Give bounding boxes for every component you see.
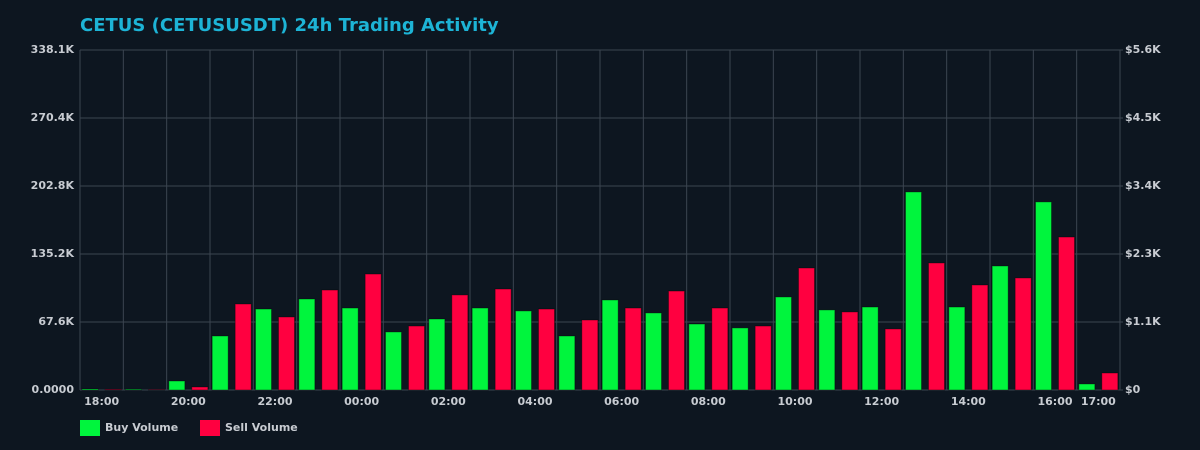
bar [428, 318, 446, 391]
legend-label: Sell Volume [225, 421, 298, 434]
bar [928, 262, 945, 391]
bar [711, 307, 729, 391]
bar [1035, 201, 1052, 391]
x-tick-label: 20:00 [171, 395, 206, 408]
y-tick-label: 202.8K [31, 179, 75, 192]
bar [234, 303, 252, 391]
bar [754, 325, 772, 391]
y2-tick-label: $5.6K [1125, 43, 1161, 56]
bar [1078, 383, 1096, 391]
bar [581, 319, 599, 391]
bar [125, 388, 142, 391]
x-tick-label: 16:00 [1037, 395, 1072, 408]
bar [255, 308, 272, 391]
bar [104, 388, 122, 391]
y2-tick-label: $2.3K [1125, 247, 1161, 260]
x-tick-label: 22:00 [257, 395, 292, 408]
bar [645, 312, 662, 391]
bar [905, 191, 922, 391]
x-tick-label: 14:00 [951, 395, 986, 408]
chart-title: CETUS (CETUSUSDT) 24h Trading Activity [80, 15, 499, 36]
bar [278, 316, 295, 391]
bar [471, 307, 489, 391]
x-tick-label: 02:00 [431, 395, 466, 408]
bar [624, 307, 642, 391]
bar [191, 386, 209, 391]
y-tick-label: 0.0000 [32, 383, 75, 396]
y-tick-label: 135.2K [31, 247, 75, 260]
bar [668, 290, 685, 391]
bar [731, 327, 749, 391]
y-tick-label: 67.6K [38, 315, 74, 328]
bar [494, 288, 512, 391]
x-tick-label: 17:00 [1081, 395, 1116, 408]
bar [948, 306, 966, 391]
bar [538, 308, 555, 391]
bar [1101, 372, 1119, 391]
bar [451, 294, 469, 391]
bar [364, 273, 382, 391]
bar [688, 323, 706, 391]
legend-label: Buy Volume [105, 421, 178, 434]
bar [991, 265, 1009, 391]
bar [818, 309, 836, 391]
bar [841, 311, 859, 391]
bar [798, 267, 815, 391]
x-tick-label: 04:00 [517, 395, 552, 408]
legend-swatch [80, 420, 100, 436]
x-tick-label: 12:00 [864, 395, 899, 408]
x-tick-label: 08:00 [691, 395, 726, 408]
bar [321, 289, 339, 391]
y2-tick-label: $1.1K [1125, 315, 1161, 328]
bar [211, 335, 229, 391]
x-tick-label: 10:00 [777, 395, 812, 408]
bar [971, 284, 989, 391]
x-tick-label: 06:00 [604, 395, 639, 408]
bar [81, 388, 99, 391]
bar [884, 328, 902, 391]
y-tick-label: 338.1K [31, 43, 75, 56]
bar [861, 306, 879, 391]
y-tick-label: 270.4K [31, 111, 75, 124]
x-tick-label: 18:00 [84, 395, 119, 408]
y2-tick-label: $0 [1125, 383, 1141, 396]
bar [341, 307, 359, 391]
bar [168, 380, 186, 391]
y2-tick-label: $3.4K [1125, 179, 1161, 192]
bar [515, 310, 532, 391]
x-tick-label: 00:00 [344, 395, 379, 408]
legend-swatch [200, 420, 220, 436]
bar [1014, 277, 1032, 391]
bar [1058, 236, 1075, 391]
bar [385, 331, 402, 391]
bar [775, 296, 792, 391]
bar [558, 335, 576, 391]
bar [298, 298, 316, 391]
bar [601, 299, 619, 391]
y2-tick-label: $4.5K [1125, 111, 1161, 124]
bar [408, 325, 425, 391]
